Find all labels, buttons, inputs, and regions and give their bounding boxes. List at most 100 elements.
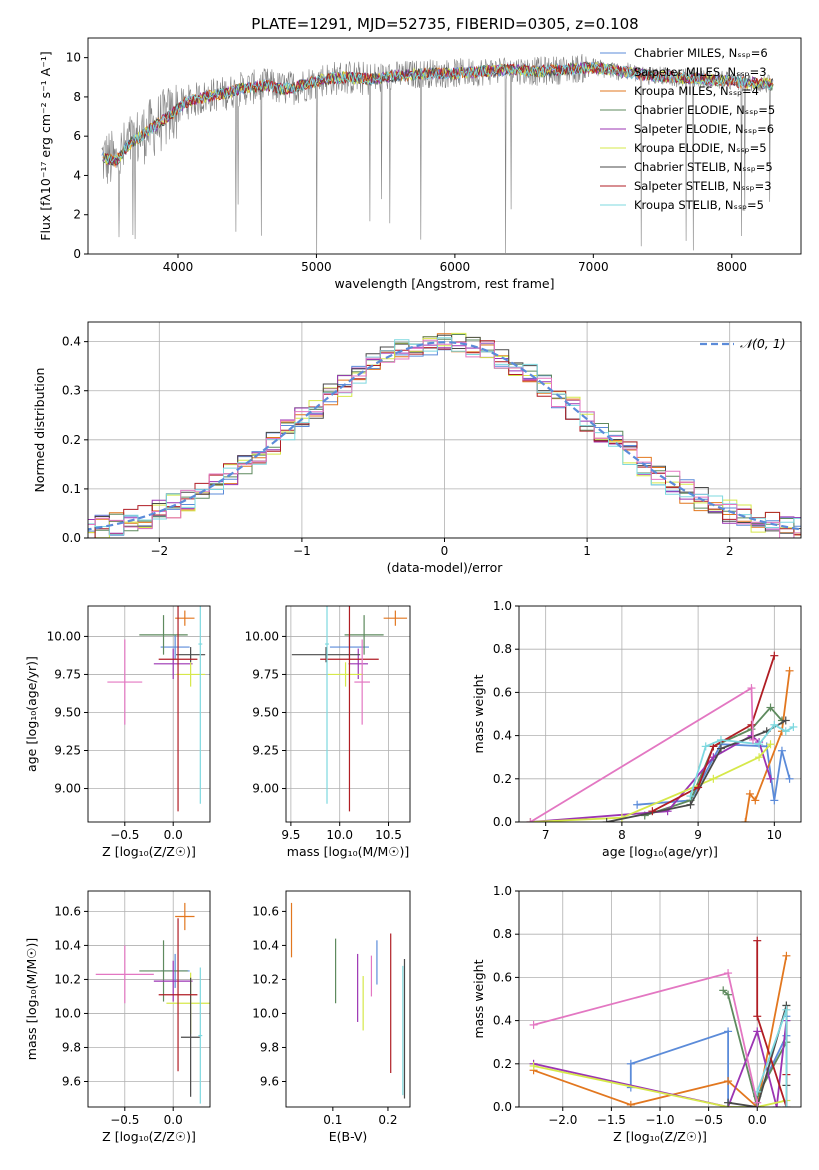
y-tick-label: 0.0 — [62, 531, 81, 545]
plus-marker — [770, 651, 779, 660]
x-tick-label: −0.5 — [110, 1113, 139, 1127]
plus-marker — [626, 1059, 635, 1068]
x-tick-label: 0 — [441, 544, 449, 558]
x-tick-label: 7000 — [578, 260, 609, 274]
plus-marker — [716, 744, 725, 753]
y-tick-label: 4 — [73, 168, 81, 182]
y-tick-label: 0 — [73, 247, 81, 261]
plot-area — [519, 891, 801, 1107]
legend-label: Chabrier MILES, Nₛₛₚ=6 — [634, 46, 768, 60]
axes-frame — [518, 605, 802, 823]
y-tick-label: 0.4 — [493, 1014, 512, 1028]
y-tick-label: 10.4 — [54, 938, 81, 952]
plus-marker — [766, 774, 775, 783]
legend-label: 𝒩(0, 1) — [740, 336, 786, 351]
plus-marker — [785, 666, 794, 675]
y-tick-label: 9.8 — [62, 1040, 81, 1054]
panel-weight_vs_Z: −2.0 −1.5 −1.0 −0.5 0.0 0.0 0.2 0.4 0.6 0.8 1.0 Z [… — [471, 884, 802, 1144]
weight-line — [530, 743, 772, 822]
legend-label: Chabrier STELIB, Nₛₛₚ=5 — [634, 160, 773, 174]
x-tick-label: 9 — [694, 828, 702, 842]
panel-mass_vs_Z: −0.5 0.0 9.6 9.8 10.0 10.2 10.4 10.6 Z [log₁₀(Z/… — [24, 890, 211, 1144]
x-tick-label: 0.1 — [323, 1113, 342, 1127]
x-tick-label: 8 — [618, 828, 626, 842]
plus-marker — [529, 1020, 538, 1029]
plus-marker — [747, 684, 756, 693]
plus-marker — [745, 789, 754, 798]
x-tick-label: 1 — [583, 544, 591, 558]
axes-frame — [285, 605, 411, 823]
y-tick-label: 9.50 — [252, 705, 279, 719]
y-tick-label: 9.8 — [260, 1040, 279, 1054]
plus-marker — [770, 796, 779, 805]
x-axis-label: mass [log₁₀(M/M☉)] — [287, 844, 409, 859]
plus-marker — [529, 1061, 538, 1070]
axes-frame — [87, 890, 211, 1108]
plus-marker — [724, 969, 733, 978]
weight-line — [530, 734, 772, 822]
y-tick-label: 10.4 — [252, 938, 279, 952]
plus-marker — [748, 735, 757, 744]
plus-marker — [741, 818, 750, 822]
y-tick-label: 10.2 — [252, 972, 279, 986]
panel-age_vs_mass: 9.5 10.0 10.5 9.00 9.25 9.50 9.75 10.00 mass [lo… — [245, 605, 411, 859]
plus-marker — [753, 1012, 762, 1021]
plus-marker — [777, 746, 786, 755]
plus-marker — [724, 1027, 733, 1036]
plus-marker — [633, 800, 642, 809]
x-axis-label: Z [log₁₀(Z/Z☉)] — [102, 1129, 196, 1144]
axes-frame — [87, 321, 802, 539]
plus-marker — [770, 720, 779, 729]
panel-residuals: −2 −1 0 1 2 0.0 0.1 0.2 0.3 0.4 (data-model)/error… — [32, 321, 802, 575]
x-tick-label: 9.5 — [281, 828, 300, 842]
plus-marker — [789, 722, 798, 731]
panel-mass_vs_ebv: 0.1 0.2 9.6 9.8 10.0 10.2 10.4 10.6 E(B-V) — [252, 890, 411, 1144]
plus-marker — [753, 936, 762, 945]
x-tick-label: 0.0 — [164, 828, 183, 842]
plus-marker — [782, 1103, 791, 1107]
plus-marker — [602, 818, 611, 822]
plot-area — [88, 322, 801, 538]
plus-marker — [719, 986, 728, 995]
plus-marker — [753, 1027, 762, 1036]
y-axis-label: mass [log₁₀(M/M☉)] — [24, 938, 39, 1060]
x-tick-label: −1 — [293, 544, 311, 558]
plus-marker — [782, 1005, 791, 1014]
x-tick-label: −2 — [150, 544, 168, 558]
plus-marker — [785, 774, 794, 783]
y-tick-label: 6 — [73, 129, 81, 143]
y-tick-label: 1.0 — [493, 599, 512, 613]
legend-label: Salpeter MILES, Nₛₛₚ=3 — [634, 65, 767, 79]
weight-line — [629, 1016, 788, 1107]
plus-marker — [772, 1103, 781, 1107]
y-tick-label: 0.1 — [62, 482, 81, 496]
panel-age_vs_Z: −0.5 0.0 9.00 9.25 9.50 9.75 10.00 Z [log₁₀(Z/Z… — [24, 605, 211, 859]
x-tick-label: −0.5 — [110, 828, 139, 842]
x-axis-label: age [log₁₀(age/yr)] — [602, 844, 718, 859]
legend-label: Kroupa ELODIE, Nₛₛₚ=5 — [634, 141, 767, 155]
plus-marker — [755, 753, 764, 762]
y-tick-label: 9.00 — [252, 782, 279, 796]
y-tick-label: 0.6 — [493, 685, 512, 699]
plus-marker — [766, 703, 775, 712]
plus-marker — [753, 1098, 762, 1107]
y-tick-label: 9.75 — [252, 667, 279, 681]
y-axis-label: mass weight — [471, 959, 486, 1038]
y-tick-label: 0.4 — [493, 729, 512, 743]
plot-area — [286, 606, 410, 822]
weight-line — [529, 686, 754, 822]
normal-curve — [88, 341, 801, 531]
y-tick-label: 10.00 — [245, 629, 279, 643]
plus-marker — [724, 1077, 733, 1086]
y-tick-label: 1.0 — [493, 884, 512, 898]
plus-marker — [626, 1100, 635, 1107]
x-axis-label: E(B-V) — [329, 1129, 368, 1144]
plus-marker — [755, 740, 764, 749]
axes-frame — [285, 890, 411, 1108]
y-tick-label: 9.50 — [54, 705, 81, 719]
x-axis-label: Z [log₁₀(Z/Z☉)] — [102, 844, 196, 859]
legend-label: Salpeter STELIB, Nₛₛₚ=3 — [634, 179, 772, 193]
plus-marker — [701, 742, 710, 751]
panel-weight_vs_age: 7 8 9 10 0.0 0.2 0.4 0.6 0.8 1.0 age [log₁₀(age/yr… — [471, 599, 802, 859]
